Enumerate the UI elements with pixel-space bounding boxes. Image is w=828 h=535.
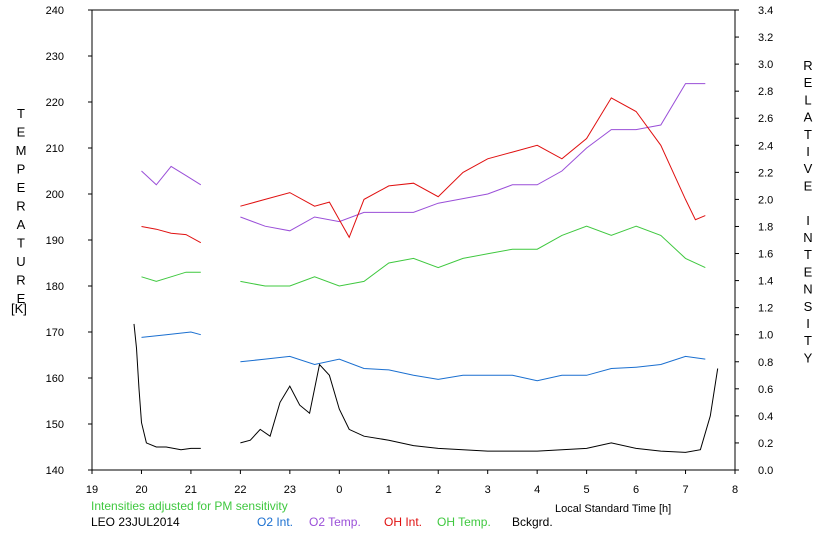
series-layer (133, 83, 719, 453)
y-right-tick-label: 0.6 (758, 384, 773, 396)
sensitivity-note: Intensities adjusted for PM sensitivity (91, 499, 288, 513)
x-tick-label: 22 (234, 484, 246, 496)
y-right-tick-label: 3.0 (758, 59, 773, 71)
y-left-tick-label: 200 (46, 189, 64, 201)
series-line (133, 323, 201, 451)
x-tick-label: 2 (435, 484, 441, 496)
x-tick-label: 23 (284, 484, 296, 496)
legend-entry: O2 Temp. (309, 515, 361, 529)
y-left-tick-label: 240 (46, 5, 64, 17)
y-right-tick-label: 0.4 (758, 411, 773, 423)
x-tick-label: 3 (485, 484, 491, 496)
x-tick-label: 4 (534, 484, 540, 496)
x-tick-label: 7 (682, 484, 688, 496)
x-axis-title: Local Standard Time [h] (555, 503, 671, 515)
legend-entry: O2 Int. (257, 515, 293, 529)
y-left-tick-label: 150 (46, 419, 64, 431)
y-left-tick-label: 230 (46, 51, 64, 63)
x-tick-label: 19 (86, 484, 98, 496)
series-o2-int (141, 331, 706, 382)
legend-entry: Bckgrd. (512, 515, 553, 529)
x-tick-label: 1 (386, 484, 392, 496)
y-left-tick-label: 170 (46, 327, 64, 339)
series-o2-temp (141, 83, 706, 232)
legend-entry: OH Int. (384, 515, 422, 529)
y-right-tick-label: 1.8 (758, 221, 773, 233)
x-tick-label: 6 (633, 484, 639, 496)
y-left-tick-label: 180 (46, 281, 64, 293)
x-tick-label: 0 (336, 484, 342, 496)
y-right-tick-label: 0.8 (758, 357, 773, 369)
y-right-tick-label: 2.6 (758, 113, 773, 125)
y-right-tick-label: 1.6 (758, 249, 773, 261)
series-bckgrd (133, 323, 719, 453)
series-line (141, 331, 201, 338)
y-left-tick-label: 140 (46, 465, 64, 477)
y-right-tick-label: 3.4 (758, 5, 773, 17)
series-line (240, 225, 706, 287)
y-left-tick-label: 210 (46, 143, 64, 155)
series-line (240, 363, 719, 453)
y-right-tick-label: 0.2 (758, 438, 773, 450)
x-tick-label: 21 (185, 484, 197, 496)
x-tick-label: 8 (732, 484, 738, 496)
x-tick-label: 5 (584, 484, 590, 496)
y-left-tick-label: 220 (46, 97, 64, 109)
series-line (141, 271, 201, 282)
series-line (240, 97, 706, 239)
y-right-tick-label: 2.2 (758, 167, 773, 179)
y-right-tick-label: 1.4 (758, 276, 773, 288)
y-right-tick-label: 2.0 (758, 194, 773, 206)
y-right-tick-label: 2.8 (758, 86, 773, 98)
legend-entry: OH Temp. (437, 515, 491, 529)
station-date: LEO 23JUL2014 (91, 515, 180, 529)
x-tick-label: 20 (135, 484, 147, 496)
y-right-tick-label: 3.2 (758, 32, 773, 44)
series-line (240, 83, 706, 232)
axes-ticks: 19 20 21 22 23 0 1 2 3 4 5 6 7 8140150160170180190200… (46, 5, 774, 496)
series-line (141, 165, 202, 186)
legend: O2 Int. O2 Temp. OH Int. OH Temp. Bckgrd. (257, 515, 553, 529)
series-oh-int (141, 97, 706, 244)
y-right-tick-label: 1.2 (758, 303, 773, 315)
y-left-tick-label: 190 (46, 235, 64, 247)
series-oh-temp (141, 225, 706, 287)
plot-frame (91, 9, 736, 471)
left-axis-unit: [K] (11, 301, 27, 316)
series-line (240, 355, 706, 382)
series-line (141, 226, 202, 244)
y-right-tick-label: 0.0 (758, 465, 773, 477)
y-right-tick-label: 2.4 (758, 140, 773, 152)
y-left-tick-label: 160 (46, 373, 64, 385)
y-right-tick-label: 1.0 (758, 330, 773, 342)
